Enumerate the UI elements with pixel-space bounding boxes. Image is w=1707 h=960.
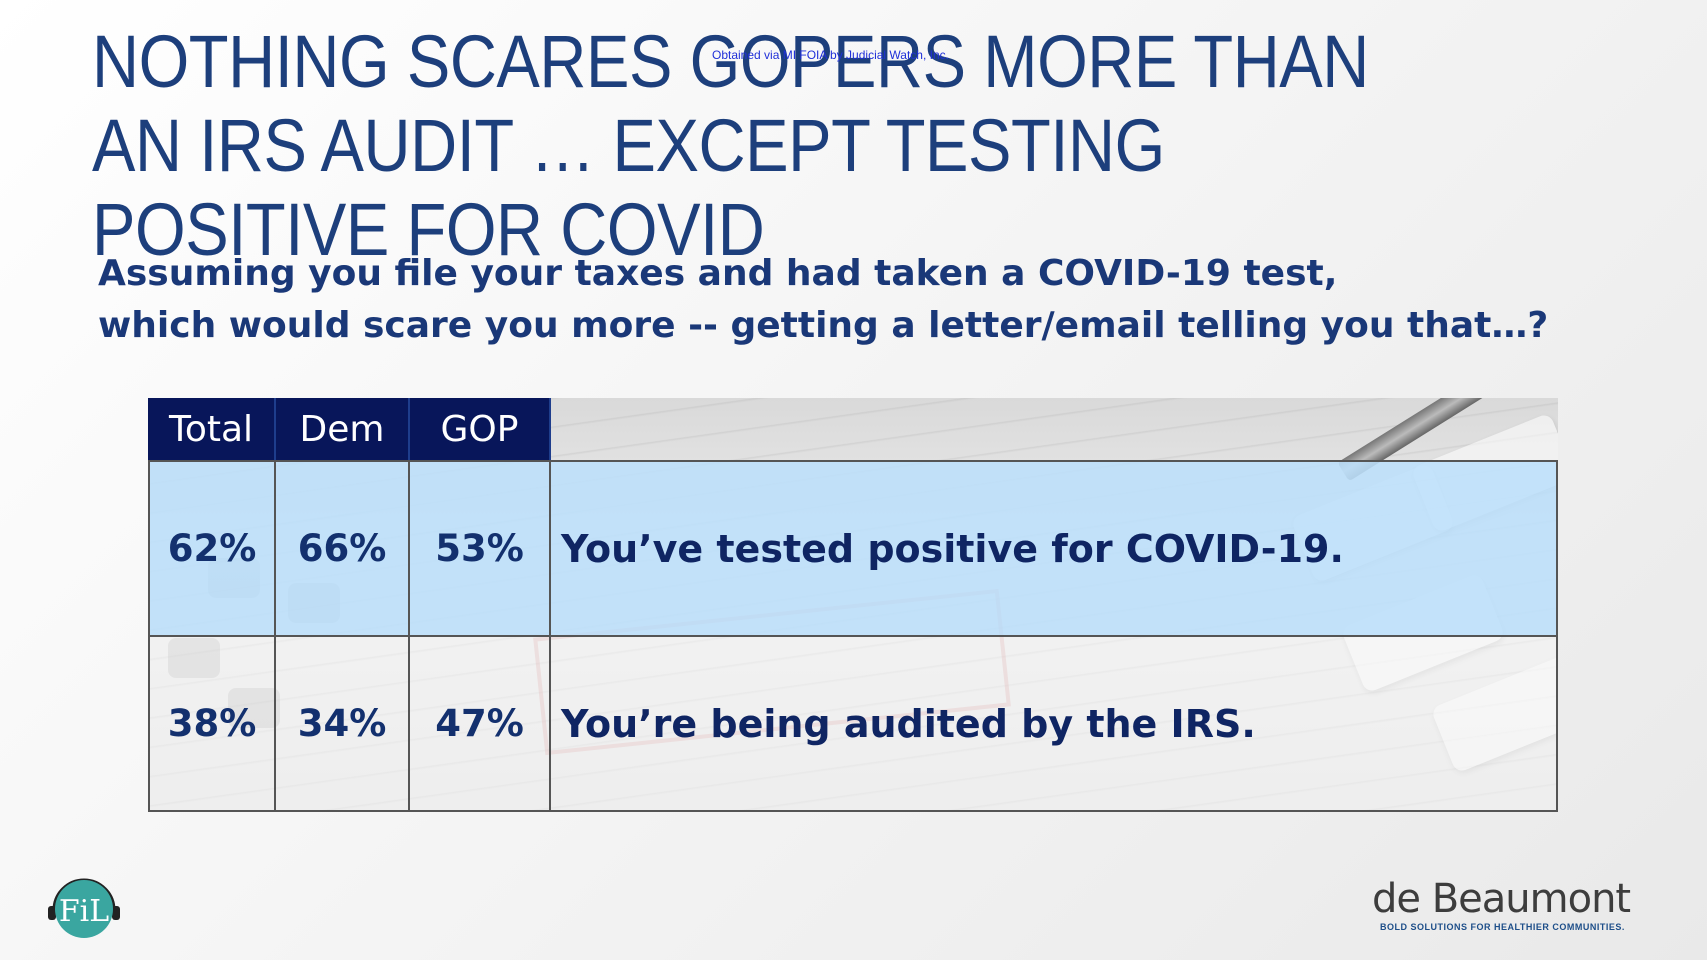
column-header-total: Total [148, 398, 276, 460]
row-irs-dem: 34% [276, 637, 410, 812]
question-line-1: Assuming you file your taxes and had tak… [98, 253, 1338, 294]
foia-watermark: Obtained via MI FOIA by Judicial Watch, … [712, 48, 949, 62]
de-beaumont-logo-name: de Beaumont [1372, 876, 1631, 922]
row-irs-gop: 47% [410, 637, 551, 812]
results-table: Total Dem GOP 62% 66% 53% You’ve tested … [148, 398, 1558, 812]
de-beaumont-logo-tagline: BOLD SOLUTIONS FOR HEALTHIER COMMUNITIES… [1380, 922, 1625, 932]
fil-logo-text: FiL [59, 894, 109, 929]
row-irs-label: You’re being audited by the IRS. [551, 637, 1558, 812]
row-covid-total: 62% [148, 460, 276, 637]
column-header-blank [551, 398, 1558, 460]
fil-logo: FiL [46, 874, 122, 940]
column-header-dem: Dem [276, 398, 410, 460]
de-beaumont-logo: de Beaumont BOLD SOLUTIONS FOR HEALTHIER… [1372, 876, 1632, 940]
row-covid-label: You’ve tested positive for COVID-19. [551, 460, 1558, 637]
slide-title: NOTHING SCARES GOPERS MORE THAN AN IRS A… [92, 20, 1369, 271]
row-covid-gop: 53% [410, 460, 551, 637]
row-irs-total: 38% [148, 637, 276, 812]
row-covid-dem: 66% [276, 460, 410, 637]
survey-question: Assuming you file your taxes and had tak… [98, 248, 1548, 352]
question-line-2: which would scare you more -- getting a … [98, 305, 1549, 346]
column-header-gop: GOP [410, 398, 551, 460]
